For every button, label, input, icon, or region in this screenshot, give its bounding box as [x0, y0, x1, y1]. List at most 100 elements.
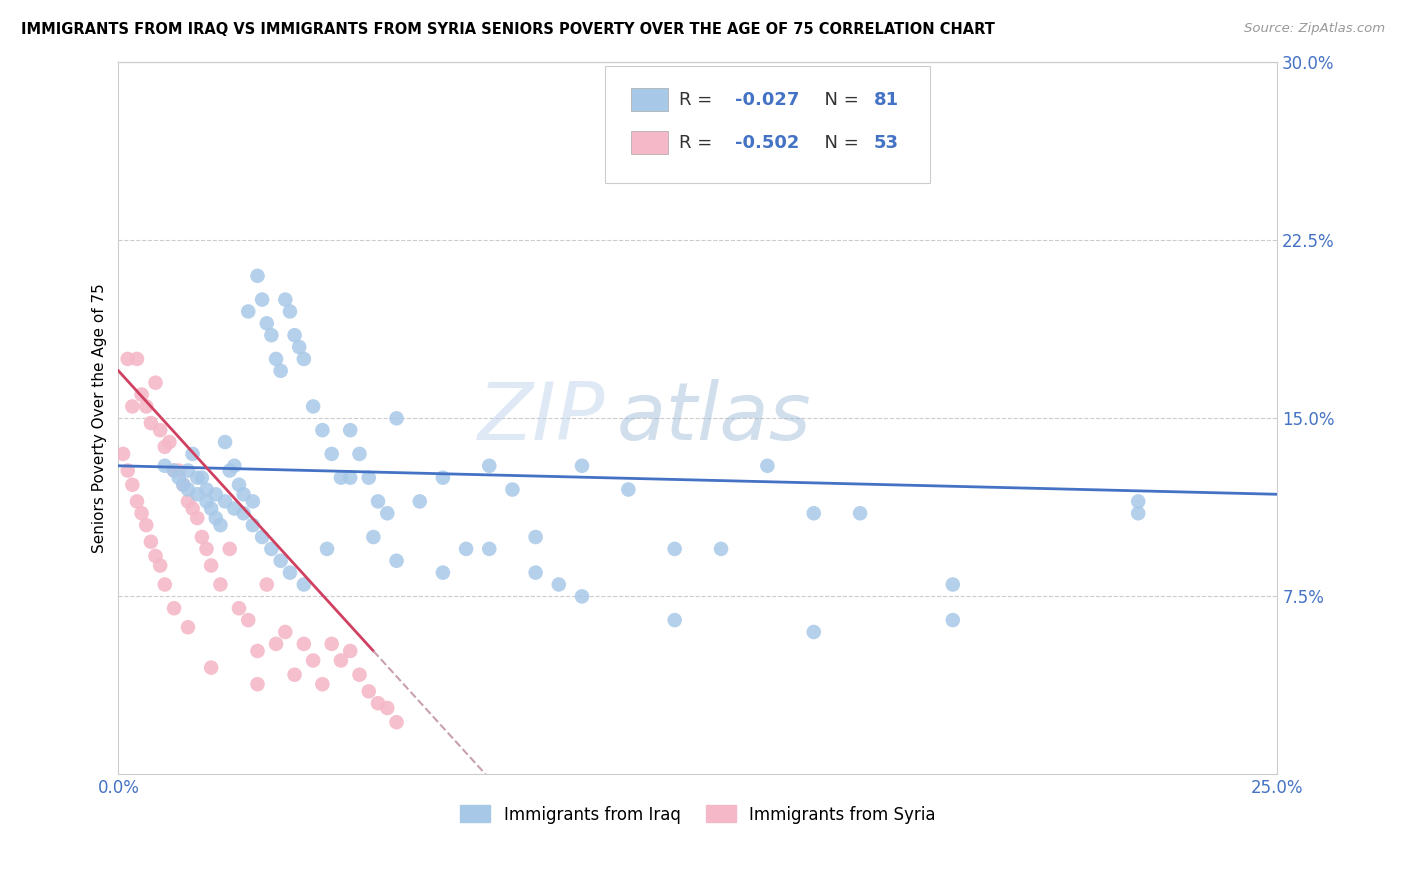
Text: 81: 81 [875, 91, 898, 109]
Text: atlas: atlas [617, 379, 811, 458]
Point [121, 477, 143, 491]
Point [501, 483, 523, 497]
Point [250, 530, 273, 544]
Point [524, 566, 547, 580]
Point [274, 625, 297, 640]
Point [264, 637, 287, 651]
Point [200, 501, 222, 516]
Point [367, 696, 389, 710]
Point [228, 601, 250, 615]
Point [278, 566, 301, 580]
Point [214, 435, 236, 450]
Point [260, 541, 283, 556]
Point [264, 351, 287, 366]
Point [803, 625, 825, 640]
Point [274, 293, 297, 307]
Point [710, 541, 733, 556]
Point [375, 701, 398, 715]
Point [149, 558, 172, 573]
Point [163, 464, 186, 478]
Point [131, 506, 153, 520]
Point [177, 620, 200, 634]
Point [177, 464, 200, 478]
Point [181, 447, 204, 461]
Point [195, 494, 218, 508]
Point [139, 416, 162, 430]
Point [186, 511, 208, 525]
Point [385, 411, 408, 425]
Point [664, 541, 686, 556]
Point [181, 501, 204, 516]
Point [246, 644, 269, 658]
Point [571, 458, 593, 473]
Point [218, 464, 240, 478]
Point [135, 400, 157, 414]
Point [284, 667, 307, 681]
Text: R =: R = [679, 134, 718, 152]
Point [260, 328, 283, 343]
Point [292, 351, 315, 366]
Point [238, 613, 260, 627]
Point [942, 613, 965, 627]
Point [186, 470, 208, 484]
Point [228, 477, 250, 491]
Point [163, 601, 186, 615]
Point [232, 506, 254, 520]
Point [339, 470, 361, 484]
Point [664, 613, 686, 627]
Point [942, 577, 965, 591]
Point [242, 518, 264, 533]
Point [224, 458, 246, 473]
Point [329, 470, 352, 484]
FancyBboxPatch shape [631, 131, 668, 154]
Point [278, 304, 301, 318]
Point [191, 530, 214, 544]
Point [292, 637, 315, 651]
Point [256, 316, 278, 330]
Point [163, 464, 186, 478]
Text: IMMIGRANTS FROM IRAQ VS IMMIGRANTS FROM SYRIA SENIORS POVERTY OVER THE AGE OF 75: IMMIGRANTS FROM IRAQ VS IMMIGRANTS FROM … [21, 22, 995, 37]
Point [121, 400, 143, 414]
Point [195, 483, 218, 497]
Point [288, 340, 311, 354]
Point [270, 554, 292, 568]
Point [200, 660, 222, 674]
Point [145, 376, 167, 390]
Point [478, 458, 501, 473]
Point [321, 637, 343, 651]
Point [131, 387, 153, 401]
Point [153, 458, 176, 473]
Point [756, 458, 779, 473]
Point [1128, 494, 1150, 508]
Point [547, 577, 569, 591]
Point [292, 577, 315, 591]
Point [246, 268, 269, 283]
Point [195, 541, 218, 556]
Point [177, 483, 200, 497]
Point [135, 518, 157, 533]
Point [357, 470, 380, 484]
Text: 53: 53 [875, 134, 898, 152]
Point [1128, 506, 1150, 520]
Text: -0.027: -0.027 [735, 91, 800, 109]
Point [172, 477, 194, 491]
Point [250, 293, 273, 307]
Y-axis label: Seniors Poverty Over the Age of 75: Seniors Poverty Over the Age of 75 [93, 284, 107, 553]
Text: R =: R = [679, 91, 718, 109]
Point [302, 400, 325, 414]
Point [571, 590, 593, 604]
Point [224, 501, 246, 516]
Point [159, 435, 181, 450]
Point [367, 494, 389, 508]
Point [357, 684, 380, 698]
Point [311, 677, 333, 691]
Text: N =: N = [813, 91, 865, 109]
Text: N =: N = [813, 134, 865, 152]
Point [200, 558, 222, 573]
Point [409, 494, 432, 508]
Point [456, 541, 478, 556]
Point [125, 351, 148, 366]
Point [117, 351, 139, 366]
Point [316, 541, 339, 556]
Point [803, 506, 825, 520]
